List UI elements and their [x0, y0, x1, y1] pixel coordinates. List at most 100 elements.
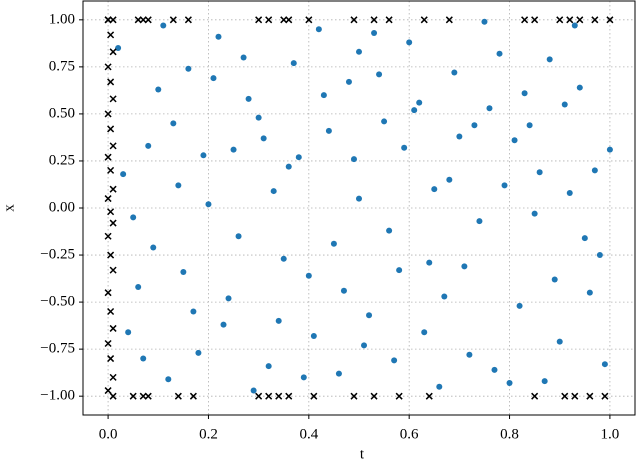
cross-marker: [425, 392, 433, 400]
cross-marker: [109, 142, 117, 150]
point: [275, 317, 282, 324]
cross-marker: [104, 232, 112, 240]
point: [571, 22, 578, 29]
point: [386, 227, 393, 234]
point: [305, 272, 312, 279]
point: [411, 107, 418, 114]
cross-marker: [370, 392, 378, 400]
point: [210, 75, 217, 82]
point: [280, 255, 287, 262]
cross-marker: [109, 185, 117, 193]
point: [536, 169, 543, 176]
y-axis-label: x: [1, 204, 17, 212]
point: [401, 144, 408, 151]
point: [506, 380, 513, 387]
point: [150, 244, 157, 251]
cross-marker: [305, 16, 313, 24]
point: [546, 56, 553, 63]
point: [225, 295, 232, 302]
point: [596, 252, 603, 259]
plot-frame: [82, 0, 636, 416]
point: [345, 78, 352, 85]
cross-marker: [169, 16, 177, 24]
point: [471, 122, 478, 129]
cross-marker: [285, 392, 293, 400]
point: [566, 189, 573, 196]
point: [361, 342, 368, 349]
point: [240, 54, 247, 61]
cross-marker: [255, 16, 263, 24]
cross-marker: [265, 16, 273, 24]
point: [185, 65, 192, 72]
cross-marker: [265, 392, 273, 400]
cross-marker: [107, 31, 115, 39]
point: [476, 218, 483, 225]
y-tick-label: −0.50: [40, 294, 75, 310]
y-tick-label: 1.00: [49, 11, 75, 27]
point: [245, 95, 252, 102]
y-tick-label: 0.00: [49, 199, 75, 215]
point: [501, 182, 508, 189]
point: [416, 99, 423, 106]
point: [340, 287, 347, 294]
y-tick-label: 0.50: [49, 105, 75, 121]
cross-marker: [109, 392, 117, 400]
cross-marker: [310, 392, 318, 400]
point: [260, 135, 267, 142]
point: [436, 383, 443, 390]
cross-marker: [104, 387, 112, 395]
point: [325, 127, 332, 134]
point: [310, 332, 317, 339]
point: [250, 387, 257, 394]
cross-marker: [420, 16, 428, 24]
point: [350, 156, 357, 163]
cross-marker: [109, 48, 117, 56]
cross-marker: [285, 16, 293, 24]
cross-marker: [104, 63, 112, 71]
cross-marker: [521, 16, 529, 24]
point: [135, 284, 142, 291]
point: [330, 240, 337, 247]
cross-marker: [144, 16, 152, 24]
point: [140, 355, 147, 362]
cross-marker: [109, 324, 117, 332]
point: [145, 142, 152, 149]
cross-marker: [395, 392, 403, 400]
point: [371, 29, 378, 36]
cross-marker: [571, 392, 579, 400]
point: [366, 312, 373, 319]
x-tick-label: 0.2: [199, 426, 218, 442]
point: [516, 302, 523, 309]
point: [496, 50, 503, 57]
cross-marker: [107, 166, 115, 174]
point: [356, 48, 362, 55]
cross-marker: [109, 219, 117, 227]
cross-marker: [255, 392, 263, 400]
x-tick-label: 0.4: [299, 426, 318, 442]
point: [165, 376, 172, 383]
cross-marker: [350, 16, 358, 24]
point: [190, 308, 197, 315]
point: [235, 233, 242, 240]
point: [426, 259, 433, 266]
point: [446, 176, 453, 183]
point: [526, 122, 533, 129]
point: [441, 293, 448, 300]
y-tick-label: 0.75: [49, 58, 75, 74]
point: [120, 171, 127, 178]
point: [180, 268, 187, 275]
point: [255, 114, 262, 121]
point: [155, 86, 162, 93]
point: [200, 152, 207, 159]
y-tick-label: −1.00: [40, 388, 75, 404]
point: [205, 201, 212, 208]
point: [170, 120, 177, 127]
cross-marker: [144, 392, 152, 400]
point: [265, 363, 272, 370]
cross-marker: [561, 392, 569, 400]
point: [551, 276, 558, 283]
x-tick-label: 0.6: [400, 426, 419, 442]
point: [581, 235, 588, 242]
cross-marker: [566, 16, 574, 24]
